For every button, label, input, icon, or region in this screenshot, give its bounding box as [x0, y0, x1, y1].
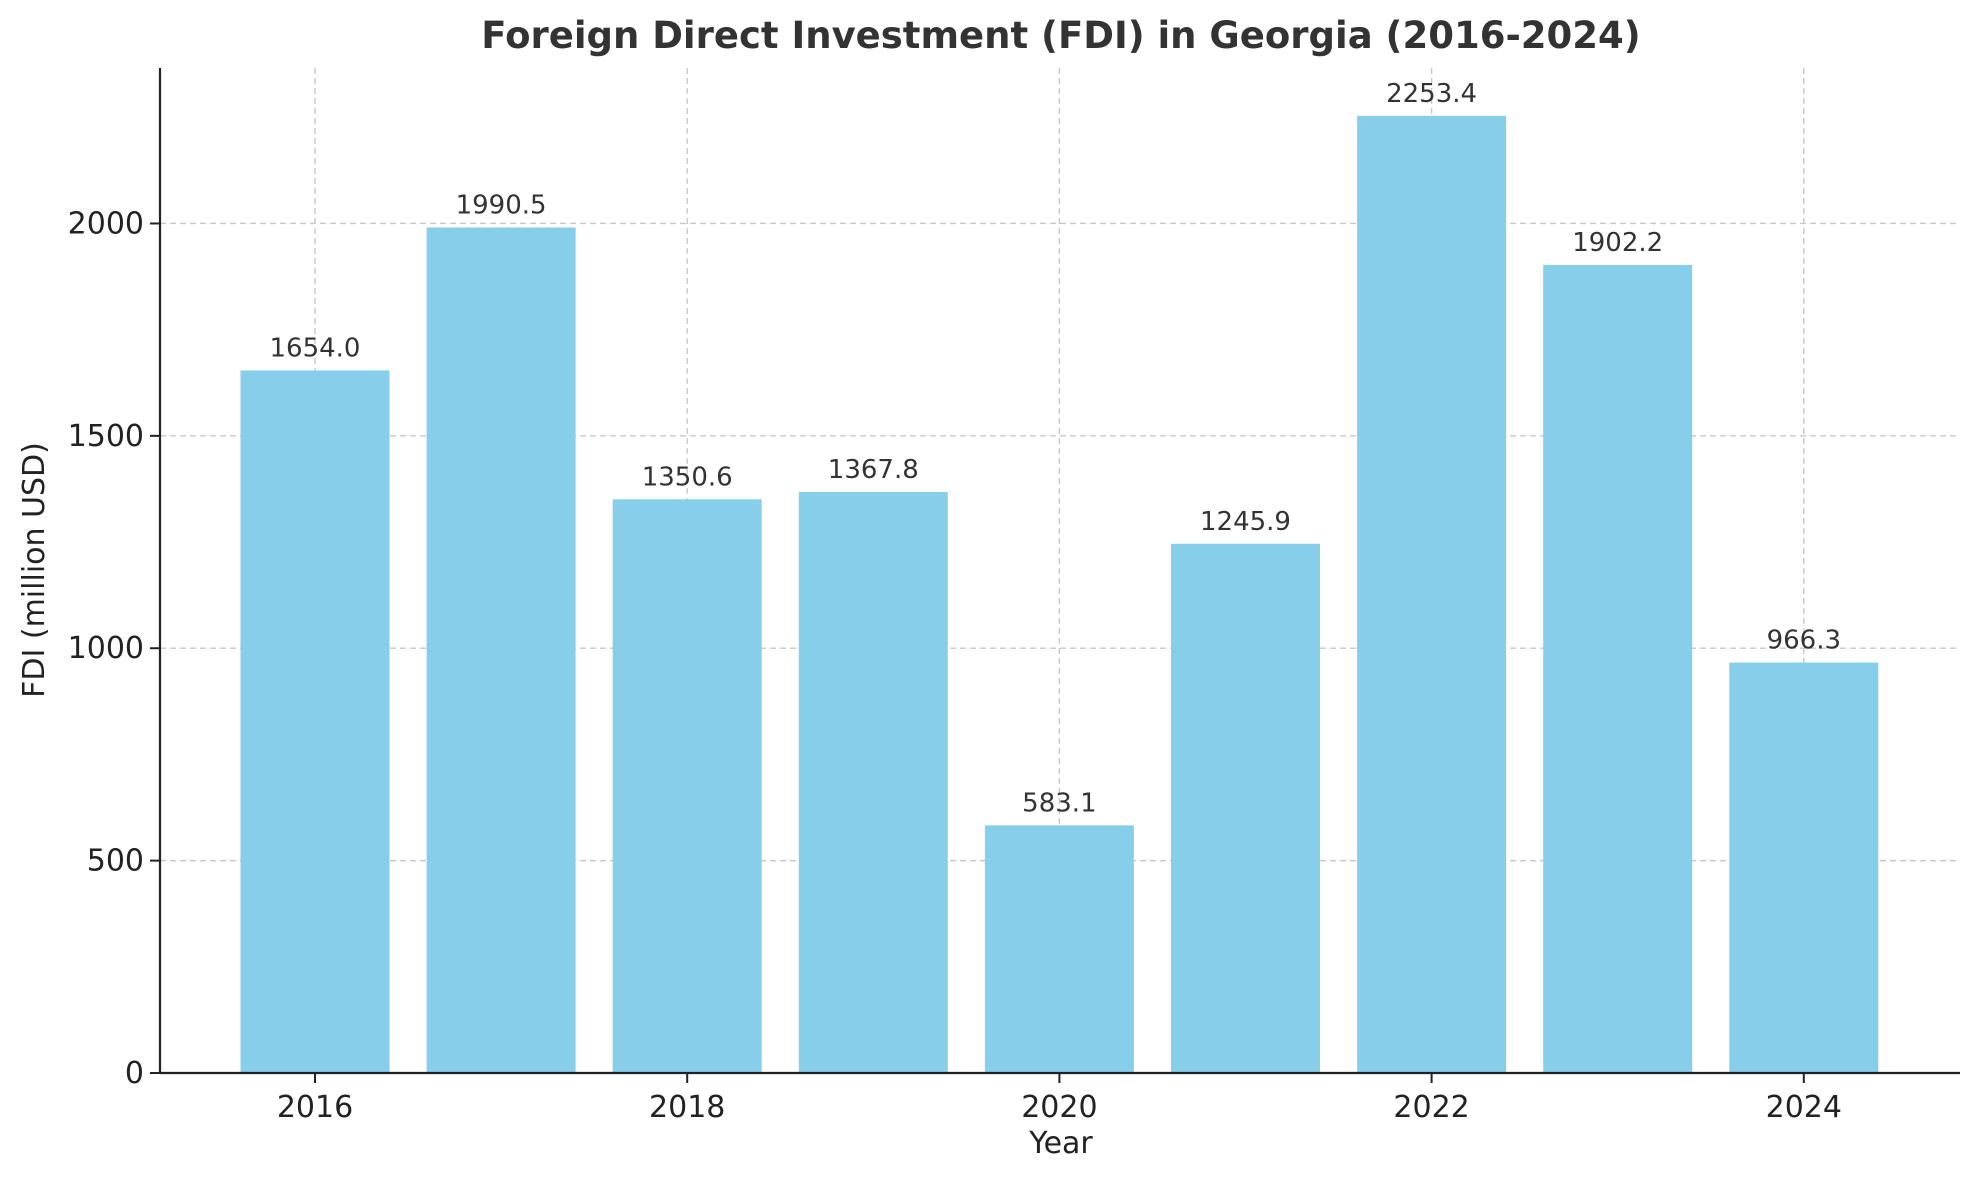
y-axis-label: FDI (million USD)	[17, 442, 52, 698]
x-tick-label-2016: 2016	[277, 1090, 353, 1125]
bar-2024	[1729, 662, 1879, 1073]
x-axis-ticks: 2016 2018 2020 2022 2024	[277, 1073, 1842, 1125]
bar-2017	[426, 227, 576, 1073]
value-label-2023: 1902.2	[1572, 228, 1663, 258]
bar-2022	[1357, 115, 1507, 1073]
x-tick-label-2022: 2022	[1393, 1090, 1469, 1125]
bar-2023	[1543, 265, 1693, 1073]
bar-2021	[1171, 543, 1320, 1073]
value-label-2016: 1654.0	[270, 333, 361, 363]
value-label-2017: 1990.5	[456, 191, 547, 221]
y-tick-label-1000: 1000	[68, 631, 144, 666]
x-tick-label-2024: 2024	[1766, 1090, 1842, 1125]
y-tick-label-2000: 2000	[68, 206, 144, 241]
x-tick-label-2018: 2018	[649, 1090, 725, 1125]
value-label-2021: 1245.9	[1200, 507, 1291, 537]
bar-2016	[240, 370, 390, 1074]
chart-title: Foreign Direct Investment (FDI) in Georg…	[481, 14, 1640, 57]
bar-2018	[612, 499, 762, 1073]
bar-2019	[798, 492, 948, 1074]
value-label-2019: 1367.8	[828, 455, 919, 485]
bars	[240, 115, 1879, 1074]
x-axis-label: Year	[1028, 1126, 1093, 1161]
value-label-2022: 2253.4	[1386, 79, 1477, 109]
y-axis-ticks: 0 500 1000 1500 2000	[68, 206, 160, 1091]
value-labels: 1654.0 1990.5 1350.6 1367.8 583.1 1245.9 2253.…	[270, 79, 1842, 818]
bar-2020	[984, 825, 1134, 1073]
y-tick-label-0: 0	[125, 1056, 144, 1091]
y-tick-label-1500: 1500	[68, 419, 144, 454]
x-tick-label-2020: 2020	[1021, 1090, 1097, 1125]
value-label-2024: 966.3	[1767, 626, 1841, 656]
y-tick-label-500: 500	[87, 844, 144, 879]
value-label-2018: 1350.6	[642, 462, 733, 492]
value-label-2020: 583.1	[1022, 788, 1096, 818]
